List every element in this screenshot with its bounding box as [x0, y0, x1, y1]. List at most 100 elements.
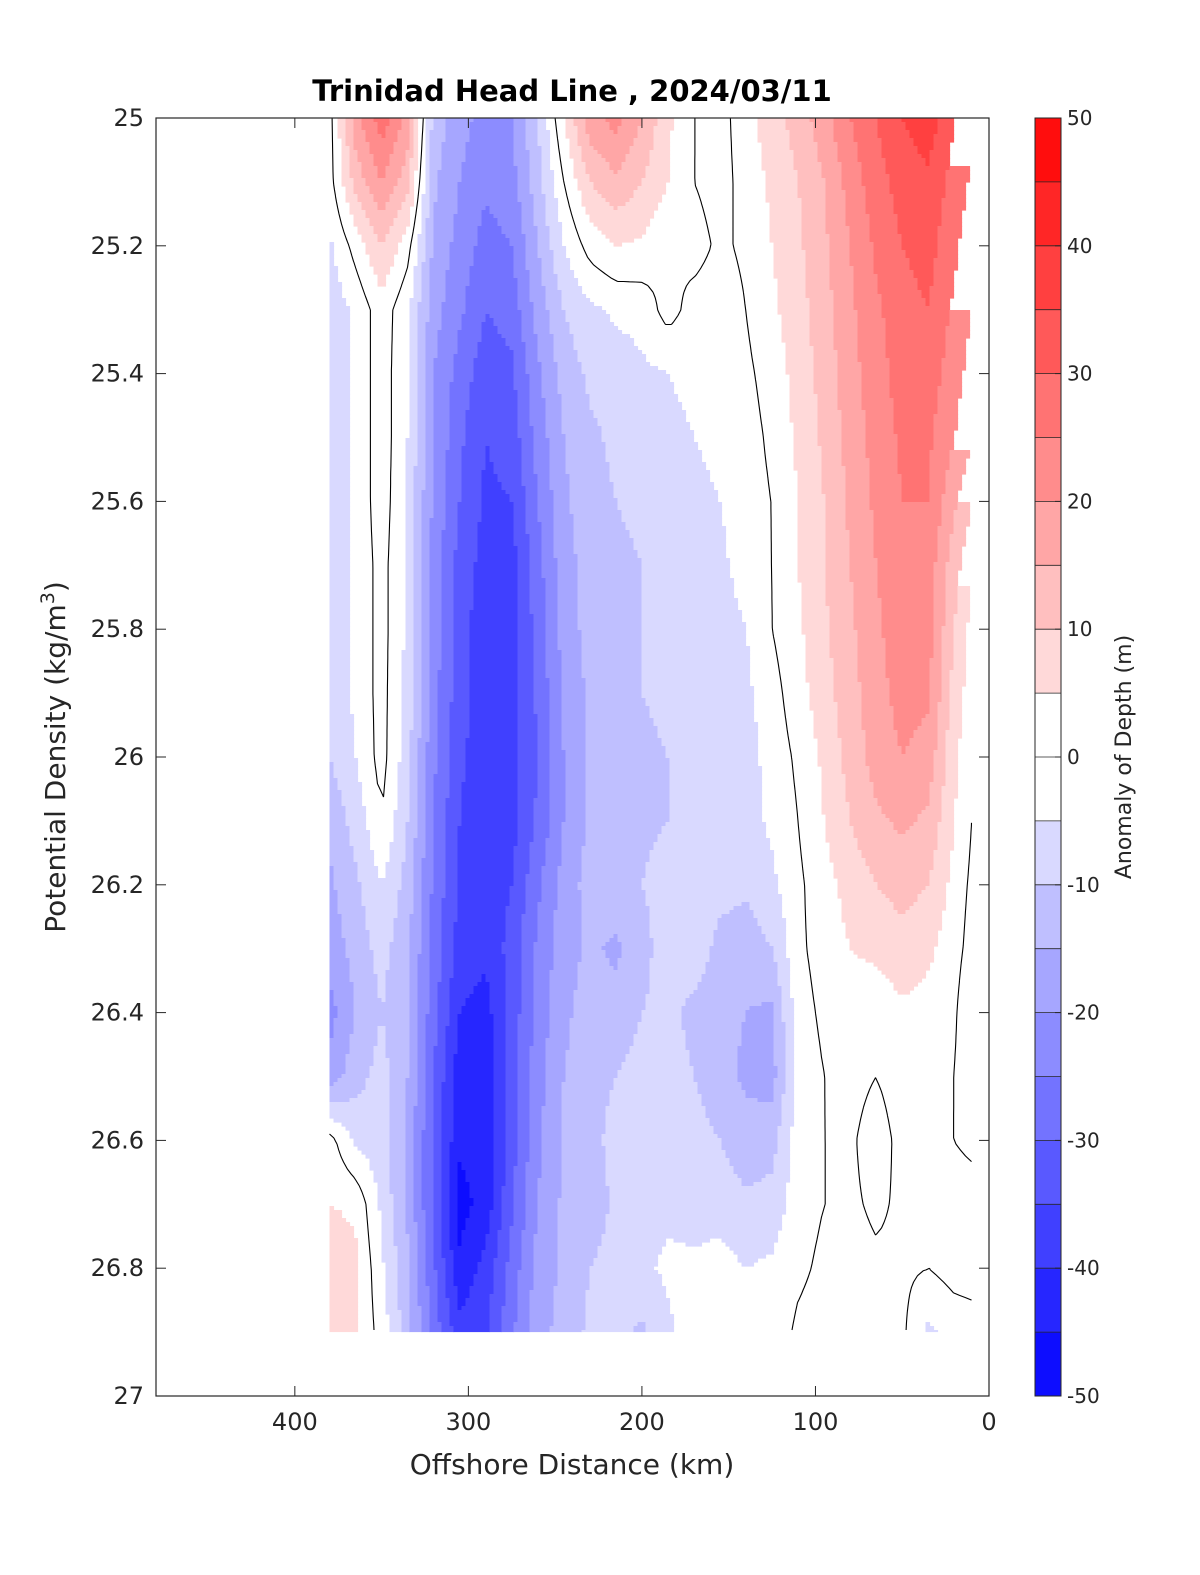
contour-cell [925, 298, 931, 303]
contour-cell [785, 118, 811, 123]
contour-cell [425, 254, 435, 259]
contour-cell [425, 322, 443, 327]
contour-cell [621, 510, 723, 515]
contour-cell [409, 926, 423, 931]
contour-cell [557, 570, 579, 575]
contour-cell [853, 594, 879, 599]
contour-cell [409, 978, 419, 983]
contour-cell [433, 514, 447, 519]
contour-cell [637, 1026, 683, 1031]
contour-cell [805, 254, 831, 259]
contour-cell [553, 266, 571, 271]
contour-cell [361, 170, 379, 175]
contour-cell [853, 286, 879, 291]
contour-cell [605, 450, 703, 455]
contour-cell [405, 634, 415, 639]
contour-cell [801, 222, 827, 227]
contour-cell [585, 734, 659, 739]
contour-cell [585, 690, 643, 695]
contour-cell [429, 658, 443, 663]
contour-cell [525, 910, 539, 915]
contour-cell [521, 1006, 535, 1011]
contour-cell [557, 282, 579, 287]
contour-cell [777, 306, 811, 311]
contour-cell [853, 622, 883, 627]
contour-cell [445, 850, 459, 855]
contour-cell [569, 1018, 643, 1023]
contour-cell [885, 662, 931, 667]
contour-cell [329, 530, 351, 535]
contour-cell [393, 922, 411, 927]
contour-cell [541, 146, 551, 151]
contour-cell [421, 490, 435, 495]
contour-cell [577, 186, 595, 191]
contour-cell [461, 486, 483, 491]
contour-cell [641, 570, 731, 575]
contour-cell [905, 910, 943, 915]
contour-cell [417, 766, 427, 771]
contour-cell [465, 298, 519, 303]
contour-cell [417, 410, 427, 415]
contour-cell [469, 994, 491, 999]
contour-cell [769, 202, 803, 207]
contour-cell [909, 826, 939, 831]
contour-cell [425, 478, 435, 483]
contour-cell [429, 978, 443, 983]
contour-cell [953, 666, 967, 671]
contour-cell [881, 150, 919, 155]
contour-cell [857, 318, 887, 323]
contour-cell [549, 826, 563, 831]
contour-cell [417, 330, 427, 335]
contour-cell [329, 266, 339, 271]
contour-cell [461, 174, 519, 179]
contour-cell [549, 730, 563, 735]
contour-cell [529, 554, 543, 559]
contour-cell [437, 754, 451, 759]
contour-cell [849, 570, 879, 575]
contour-cell [521, 206, 535, 211]
contour-cell [641, 666, 751, 671]
contour-cell [533, 454, 551, 459]
contour-cell [817, 398, 839, 403]
contour-cell [549, 438, 567, 443]
contour-cell [537, 742, 551, 747]
contour-cell [361, 886, 403, 891]
contour-cell [517, 606, 531, 611]
contour-cell [333, 1026, 355, 1031]
contour-cell [481, 510, 515, 515]
contour-cell [329, 302, 347, 307]
contour-cell [521, 338, 539, 343]
contour-cell [825, 502, 847, 507]
contour-cell [385, 134, 399, 139]
contour-cell [441, 310, 467, 315]
contour-cell [429, 954, 443, 959]
contour-cell [865, 734, 899, 739]
contour-cell [341, 182, 355, 187]
contour-cell [513, 530, 527, 535]
contour-cell [545, 662, 563, 667]
contour-cell [577, 558, 643, 563]
contour-cell [457, 1046, 495, 1051]
contour-cell [565, 1078, 615, 1083]
contour-cell [409, 394, 419, 399]
contour-cell [429, 706, 439, 711]
contour-cell [573, 338, 635, 343]
contour-cell [517, 422, 531, 427]
contour-cell [385, 130, 399, 135]
contour-cell [833, 682, 863, 687]
contour-cell [421, 546, 431, 551]
contour-cell [561, 822, 587, 827]
contour-cell [581, 630, 643, 635]
contour-cell [465, 758, 519, 763]
contour-cell [529, 1102, 547, 1107]
contour-cell [489, 450, 523, 455]
contour-cell [561, 702, 587, 707]
contour-cell [841, 746, 867, 751]
contour-cell [397, 178, 411, 183]
contour-cell [653, 722, 759, 727]
contour-cell [413, 510, 423, 515]
contour-cell [425, 1066, 435, 1071]
contour-cell [709, 954, 775, 959]
contour-cell [353, 998, 383, 1003]
contour-cell [437, 330, 459, 335]
